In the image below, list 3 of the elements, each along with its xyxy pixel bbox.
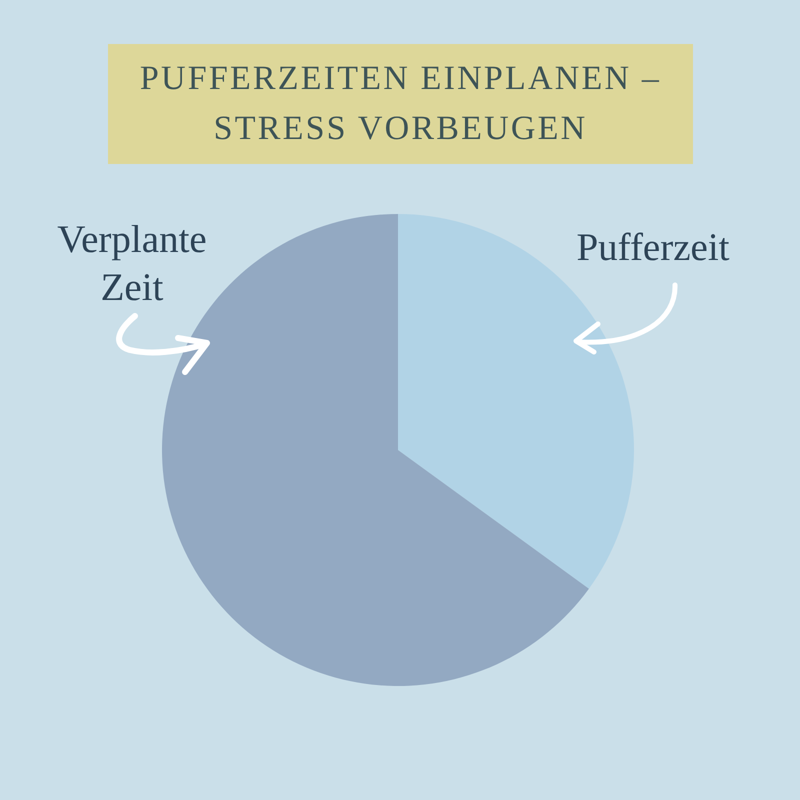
slice-label: Verplante Zeit	[57, 218, 207, 309]
chart-title: PUFFERZEITEN EINPLANEN – STRESS VORBEUGEN	[108, 44, 693, 164]
slice-label: Pufferzeit	[576, 226, 730, 269]
